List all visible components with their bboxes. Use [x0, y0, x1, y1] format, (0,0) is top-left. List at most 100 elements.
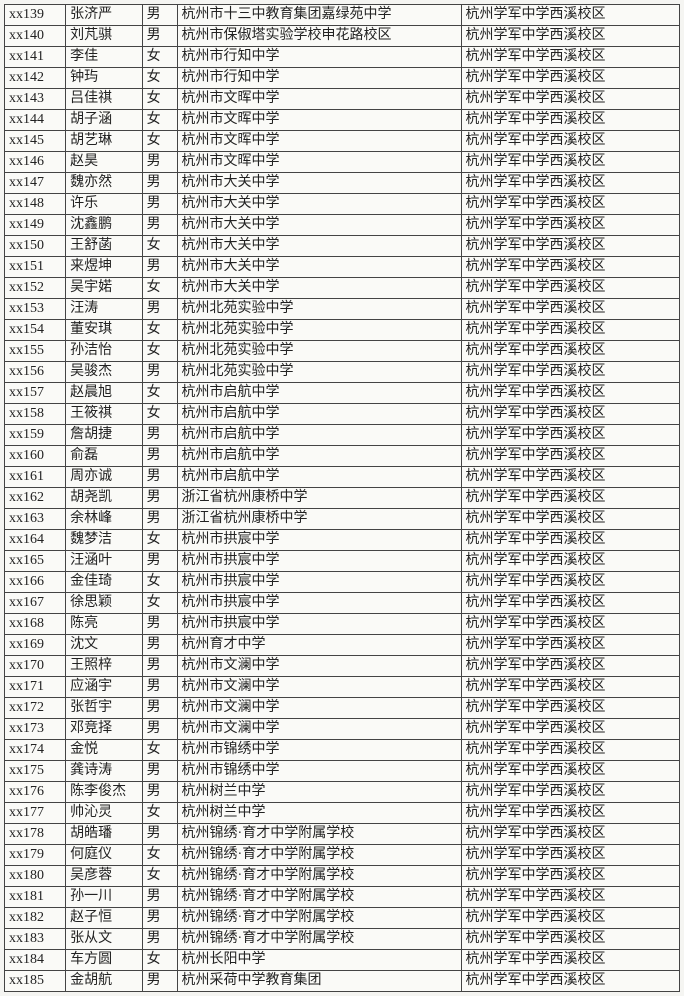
cell-gender: 男	[142, 488, 177, 509]
table-row: xx178胡皓璠男杭州锦绣·育才中学附属学校杭州学军中学西溪校区	[5, 824, 680, 845]
cell-id: xx164	[5, 530, 66, 551]
cell-campus: 杭州学军中学西溪校区	[461, 278, 679, 299]
cell-school: 杭州市拱宸中学	[177, 572, 461, 593]
cell-name: 吴彦蓉	[66, 866, 142, 887]
cell-campus: 杭州学军中学西溪校区	[461, 950, 679, 971]
cell-school: 浙江省杭州康桥中学	[177, 509, 461, 530]
table-row: xx172张哲宇男杭州市文澜中学杭州学军中学西溪校区	[5, 698, 680, 719]
cell-campus: 杭州学军中学西溪校区	[461, 803, 679, 824]
cell-gender: 男	[142, 509, 177, 530]
cell-gender: 男	[142, 446, 177, 467]
cell-name: 李佳	[66, 47, 142, 68]
table-row: xx177帅沁灵女杭州树兰中学杭州学军中学西溪校区	[5, 803, 680, 824]
cell-id: xx150	[5, 236, 66, 257]
cell-name: 余林峰	[66, 509, 142, 530]
cell-gender: 男	[142, 887, 177, 908]
table-row: xx141李佳女杭州市行知中学杭州学军中学西溪校区	[5, 47, 680, 68]
cell-school: 杭州市拱宸中学	[177, 614, 461, 635]
cell-name: 胡尧凯	[66, 488, 142, 509]
cell-school: 杭州树兰中学	[177, 782, 461, 803]
cell-id: xx156	[5, 362, 66, 383]
cell-id: xx173	[5, 719, 66, 740]
cell-id: xx161	[5, 467, 66, 488]
cell-campus: 杭州学军中学西溪校区	[461, 824, 679, 845]
cell-gender: 女	[142, 950, 177, 971]
cell-id: xx143	[5, 89, 66, 110]
cell-campus: 杭州学军中学西溪校区	[461, 320, 679, 341]
cell-id: xx177	[5, 803, 66, 824]
cell-name: 俞磊	[66, 446, 142, 467]
cell-name: 金胡航	[66, 971, 142, 992]
cell-gender: 男	[142, 908, 177, 929]
cell-school: 杭州市拱宸中学	[177, 530, 461, 551]
cell-id: xx175	[5, 761, 66, 782]
cell-id: xx146	[5, 152, 66, 173]
table-row: xx183张从文男杭州锦绣·育才中学附属学校杭州学军中学西溪校区	[5, 929, 680, 950]
cell-gender: 男	[142, 467, 177, 488]
cell-campus: 杭州学军中学西溪校区	[461, 593, 679, 614]
cell-name: 魏梦洁	[66, 530, 142, 551]
cell-id: xx166	[5, 572, 66, 593]
cell-school: 杭州锦绣·育才中学附属学校	[177, 866, 461, 887]
cell-gender: 男	[142, 656, 177, 677]
cell-school: 杭州市启航中学	[177, 383, 461, 404]
cell-gender: 男	[142, 719, 177, 740]
cell-id: xx163	[5, 509, 66, 530]
cell-gender: 男	[142, 971, 177, 992]
table-row: xx152吴宇婼女杭州市大关中学杭州学军中学西溪校区	[5, 278, 680, 299]
cell-name: 龚诗涛	[66, 761, 142, 782]
cell-campus: 杭州学军中学西溪校区	[461, 404, 679, 425]
cell-name: 胡皓璠	[66, 824, 142, 845]
table-row: xx142钟玙女杭州市行知中学杭州学军中学西溪校区	[5, 68, 680, 89]
cell-campus: 杭州学军中学西溪校区	[461, 887, 679, 908]
cell-name: 陈李俊杰	[66, 782, 142, 803]
cell-gender: 男	[142, 299, 177, 320]
table-row: xx145胡艺琳女杭州市文晖中学杭州学军中学西溪校区	[5, 131, 680, 152]
cell-campus: 杭州学军中学西溪校区	[461, 614, 679, 635]
cell-id: xx180	[5, 866, 66, 887]
cell-id: xx147	[5, 173, 66, 194]
table-row: xx153汪涛男杭州北苑实验中学杭州学军中学西溪校区	[5, 299, 680, 320]
cell-name: 王舒菡	[66, 236, 142, 257]
cell-campus: 杭州学军中学西溪校区	[461, 131, 679, 152]
cell-gender: 男	[142, 362, 177, 383]
cell-id: xx154	[5, 320, 66, 341]
cell-campus: 杭州学军中学西溪校区	[461, 89, 679, 110]
student-table-body: xx139张济严男杭州市十三中教育集团嘉绿苑中学杭州学军中学西溪校区xx140刘…	[5, 5, 680, 992]
cell-campus: 杭州学军中学西溪校区	[461, 488, 679, 509]
cell-campus: 杭州学军中学西溪校区	[461, 5, 679, 26]
cell-name: 何庭仪	[66, 845, 142, 866]
table-row: xx165汪涵叶男杭州市拱宸中学杭州学军中学西溪校区	[5, 551, 680, 572]
cell-gender: 女	[142, 383, 177, 404]
cell-school: 杭州市文澜中学	[177, 719, 461, 740]
cell-campus: 杭州学军中学西溪校区	[461, 866, 679, 887]
table-row: xx140刘芃骐男杭州市保俶塔实验学校申花路校区杭州学军中学西溪校区	[5, 26, 680, 47]
student-table: xx139张济严男杭州市十三中教育集团嘉绿苑中学杭州学军中学西溪校区xx140刘…	[4, 4, 680, 992]
table-row: xx155孙洁怡女杭州北苑实验中学杭州学军中学西溪校区	[5, 341, 680, 362]
cell-campus: 杭州学军中学西溪校区	[461, 467, 679, 488]
cell-campus: 杭州学军中学西溪校区	[461, 341, 679, 362]
cell-gender: 男	[142, 677, 177, 698]
table-row: xx166金佳琦女杭州市拱宸中学杭州学军中学西溪校区	[5, 572, 680, 593]
table-row: xx182赵子恒男杭州锦绣·育才中学附属学校杭州学军中学西溪校区	[5, 908, 680, 929]
cell-school: 杭州采荷中学教育集团	[177, 971, 461, 992]
table-row: xx175龚诗涛男杭州市锦绣中学杭州学军中学西溪校区	[5, 761, 680, 782]
cell-school: 杭州市文晖中学	[177, 89, 461, 110]
cell-gender: 男	[142, 173, 177, 194]
cell-id: xx157	[5, 383, 66, 404]
cell-school: 杭州市十三中教育集团嘉绿苑中学	[177, 5, 461, 26]
cell-gender: 女	[142, 89, 177, 110]
cell-school: 杭州市大关中学	[177, 278, 461, 299]
table-row: xx147魏亦然男杭州市大关中学杭州学军中学西溪校区	[5, 173, 680, 194]
cell-name: 车方圆	[66, 950, 142, 971]
cell-school: 杭州市启航中学	[177, 446, 461, 467]
cell-gender: 男	[142, 824, 177, 845]
cell-campus: 杭州学军中学西溪校区	[461, 26, 679, 47]
cell-name: 张哲宇	[66, 698, 142, 719]
cell-id: xx174	[5, 740, 66, 761]
cell-school: 杭州市文澜中学	[177, 677, 461, 698]
cell-campus: 杭州学军中学西溪校区	[461, 257, 679, 278]
cell-name: 魏亦然	[66, 173, 142, 194]
cell-gender: 女	[142, 131, 177, 152]
cell-name: 金悦	[66, 740, 142, 761]
